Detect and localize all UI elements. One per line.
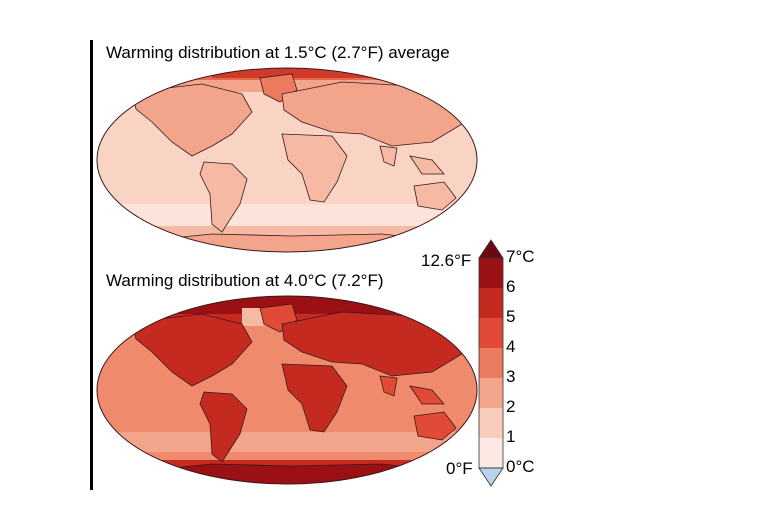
colorbar-segment (479, 288, 503, 318)
colorbar-segment (479, 408, 503, 438)
colorbar-fahrenheit-top: 12.6°F (421, 251, 472, 270)
colorbar-tick-label: 2 (506, 397, 516, 416)
colorbar-over-triangle (478, 239, 504, 259)
colorbar-fahrenheit-bottom: 0°F (446, 459, 473, 478)
map-title-1p5: Warming distribution at 1.5°C (2.7°F) av… (106, 43, 450, 62)
warming-map-1p5 (96, 67, 478, 253)
colorbar (478, 239, 504, 487)
colorbar-tick-label: 5 (506, 307, 516, 326)
colorbar-tick-label: 4 (506, 337, 516, 356)
colorbar-segment (479, 438, 503, 468)
colorbar-segment (479, 378, 503, 408)
colorbar-tick-label: 1 (506, 427, 516, 446)
warming-map-4p0 (96, 295, 478, 485)
figure-left-rule (90, 40, 93, 490)
colorbar-tick-label: 7°C (506, 247, 535, 266)
colorbar-tick-label: 0°C (506, 457, 535, 476)
colorbar-segments (479, 258, 503, 468)
colorbar-segment (479, 318, 503, 348)
colorbar-segment (479, 258, 503, 288)
colorbar-under-triangle (478, 467, 504, 487)
colorbar-tick-label: 6 (506, 277, 516, 296)
colorbar-tick-label: 3 (506, 367, 516, 386)
colorbar-segment (479, 348, 503, 378)
map-title-4p0: Warming distribution at 4.0°C (7.2°F) (106, 271, 384, 290)
